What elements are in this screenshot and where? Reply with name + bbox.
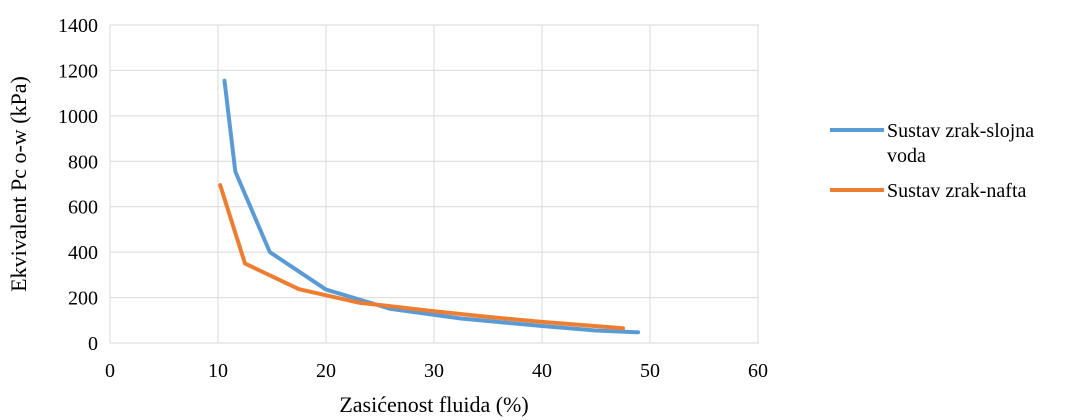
y-tick-label: 1400 — [58, 15, 98, 37]
legend: Sustav zrak-slojna voda Sustav zrak-nafta — [830, 120, 1034, 202]
x-tick-label: 50 — [640, 360, 660, 382]
y-axis-title: Ekvivalent Pc o-w (kPa) — [6, 76, 31, 292]
x-tick-label: 30 — [424, 360, 444, 382]
y-tick-label: 1200 — [58, 60, 98, 82]
legend-label-2: Sustav zrak-nafta — [887, 180, 1027, 202]
x-tick-label: 40 — [532, 360, 552, 382]
x-tick-label: 60 — [748, 360, 768, 382]
y-tick-label: 400 — [68, 242, 98, 264]
series-line-2 — [218, 183, 625, 331]
legend-label-1: Sustav zrak-slojna voda — [887, 120, 1034, 167]
y-tick-label: 1000 — [58, 106, 98, 128]
series-line-1 — [222, 78, 641, 335]
legend-label-line: voda — [887, 145, 926, 167]
x-tick-label: 0 — [105, 360, 115, 382]
gridlines — [109, 24, 759, 344]
legend-label-line: Sustav zrak-nafta — [887, 180, 1027, 202]
x-tick-label: 20 — [316, 360, 336, 382]
plot-area-border — [109, 24, 759, 344]
x-tick-label: 10 — [208, 360, 228, 382]
series-layer — [218, 78, 641, 335]
y-tick-label: 200 — [68, 288, 98, 310]
x-axis-title: Zasićenost fluida (%) — [339, 392, 528, 417]
y-axis-tick-labels: 0 200 400 600 800 1000 1200 1400 — [58, 15, 98, 355]
y-tick-label: 600 — [68, 197, 98, 219]
x-axis-tick-labels: 0 10 20 30 40 50 60 — [105, 360, 768, 382]
y-tick-label: 0 — [88, 333, 98, 355]
y-tick-label: 800 — [68, 151, 98, 173]
legend-label-line: Sustav zrak-slojna — [887, 120, 1034, 142]
